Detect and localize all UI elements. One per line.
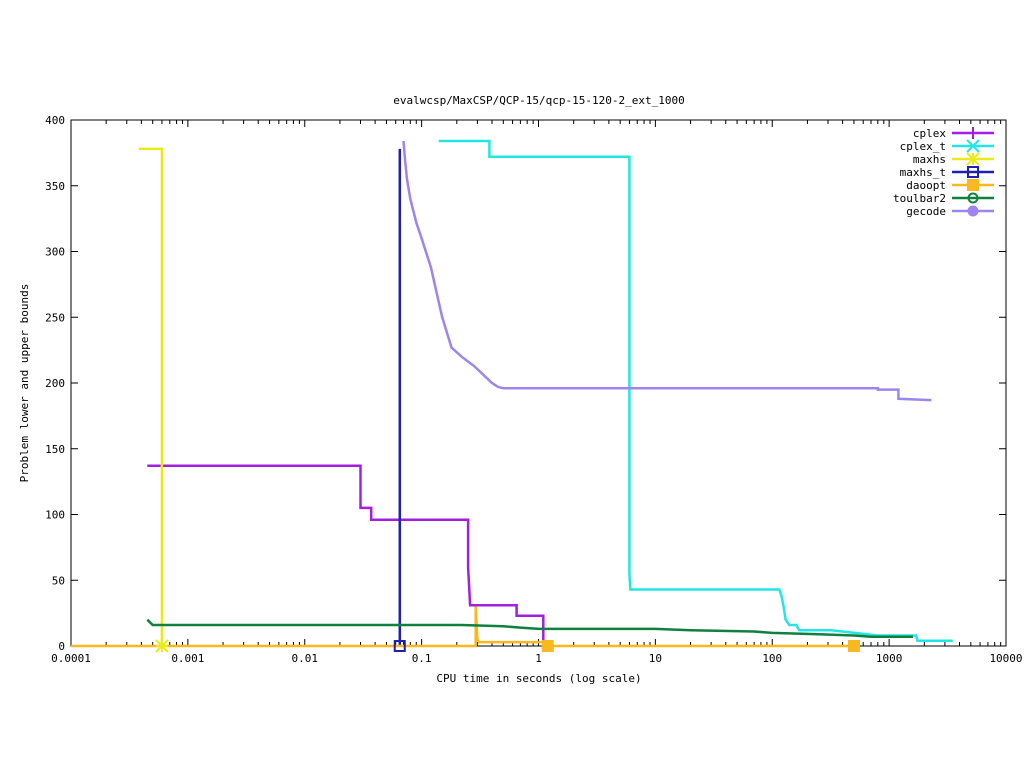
x-tick-label: 0.01: [292, 652, 319, 665]
series-marker-maxhs_t: [393, 640, 406, 652]
x-tick-label: 100: [762, 652, 782, 665]
y-tick-label: 300: [45, 246, 65, 259]
plot-frame: [70, 119, 1007, 647]
marker-shape: [541, 640, 554, 652]
legend-marker-cplex_t: [966, 139, 980, 153]
x-tick-label: 10000: [989, 652, 1022, 665]
marker-shape: [967, 166, 979, 178]
series-line-gecode: [402, 140, 932, 402]
y-tick-label: 100: [45, 509, 65, 522]
series-line-cplex: [147, 464, 545, 646]
series-line-toulbar2: [146, 618, 913, 639]
legend-marker-daoopt: [967, 179, 979, 191]
legend-marker-maxhs: [966, 152, 980, 166]
x-tick-label: 1000: [876, 652, 903, 665]
y-axis-label: Problem lower and upper bounds: [18, 284, 31, 483]
y-tick-label: 250: [45, 311, 65, 324]
y-tick-label: 50: [52, 574, 65, 587]
marker-shape: [847, 640, 860, 652]
legend: cplexcplex_tmaxhsmaxhs_tdaoopttoulbar2ge…: [893, 127, 994, 218]
series-line-cplex_t: [438, 139, 953, 642]
legend-label: daoopt: [906, 179, 946, 192]
legend-label: cplex_t: [900, 140, 946, 153]
chart-title: evalwcsp/MaxCSP/QCP-15/qcp-15-120-2_ext_…: [393, 94, 684, 107]
legend-marker-toulbar2: [967, 192, 979, 204]
x-axis-label: CPU time in seconds (log scale): [436, 672, 641, 685]
legend-marker-gecode: [967, 205, 979, 217]
x-tick-label: 1: [535, 652, 542, 665]
legend-label: maxhs_t: [900, 166, 946, 179]
plot-area: 0 50 100 150 200 250 300 350 400 0.0001 0.001 0.01 0…: [45, 114, 1022, 665]
series-line-maxhs: [138, 147, 164, 646]
y-tick-label: 0: [58, 640, 65, 653]
marker-shape: [967, 192, 979, 204]
x-tick-label: 0.0001: [51, 652, 91, 665]
x-tick-label: 0.1: [412, 652, 432, 665]
marker-stroke: [155, 639, 169, 653]
y-tick-label: 400: [45, 114, 65, 127]
x-tick-label: 10: [649, 652, 662, 665]
legend-marker-cplex: [967, 127, 979, 139]
legend-label: gecode: [906, 205, 946, 218]
legend-marker-maxhs_t: [967, 166, 979, 178]
marker-shape: [967, 179, 979, 191]
marker-shape: [393, 640, 406, 652]
x-tick-label: 0.001: [171, 652, 204, 665]
marker-shape: [967, 205, 979, 217]
series-marker-daoopt: [847, 640, 860, 652]
y-tick-label: 200: [45, 377, 65, 390]
marker-stroke: [966, 139, 980, 153]
legend-label: cplex: [913, 127, 946, 140]
series-marker-daoopt: [541, 640, 554, 652]
legend-label: maxhs: [913, 153, 946, 166]
marker-stroke: [966, 152, 980, 166]
series-marker-maxhs: [155, 639, 169, 653]
y-tick-label: 350: [45, 180, 65, 193]
legend-label: toulbar2: [893, 192, 946, 205]
y-tick-label: 150: [45, 443, 65, 456]
